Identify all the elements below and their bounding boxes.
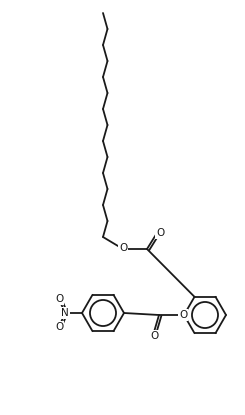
Text: O: O xyxy=(119,243,127,253)
Text: O: O xyxy=(55,322,63,332)
Text: O: O xyxy=(156,228,164,238)
Text: O: O xyxy=(179,310,187,320)
Text: O: O xyxy=(55,294,63,304)
Text: O: O xyxy=(150,331,158,341)
Text: N: N xyxy=(61,308,69,318)
